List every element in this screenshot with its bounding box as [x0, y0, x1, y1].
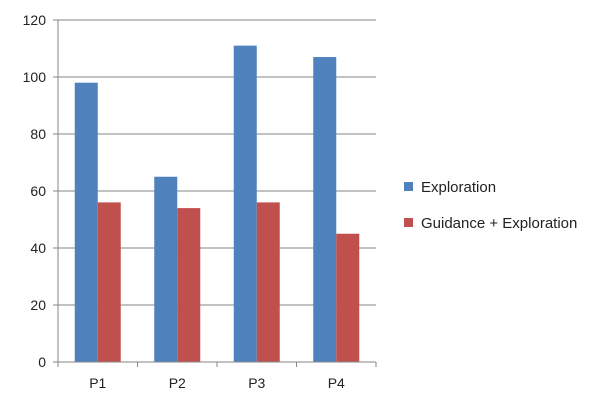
bar-p3-series-1 — [233, 45, 257, 363]
x-tick-label: P1 — [89, 375, 106, 391]
legend-label-1: Exploration — [421, 179, 496, 196]
bar-p4-series-1 — [313, 57, 337, 363]
x-tick-label: P2 — [169, 375, 186, 391]
bar-p2-series-2 — [177, 208, 201, 362]
y-tick-label: 100 — [23, 69, 47, 85]
bar-p1-series-1 — [74, 82, 98, 362]
x-tick-labels: P1 P2 P3 P4 — [89, 375, 345, 391]
y-tick-label: 60 — [30, 183, 46, 199]
y-tick-labels: 0 20 40 60 80 100 120 — [23, 12, 47, 370]
legend-swatch-1 — [404, 182, 413, 191]
bar-p1-series-2 — [97, 202, 121, 362]
y-tick-label: 120 — [23, 12, 47, 28]
legend: Exploration Guidance + Exploration — [404, 179, 577, 232]
x-tick-label: P4 — [328, 375, 345, 391]
axes — [53, 19, 377, 367]
x-tick-label: P3 — [248, 375, 265, 391]
legend-label-2: Guidance + Exploration — [421, 215, 577, 232]
y-tick-label: 80 — [30, 126, 46, 142]
bar-p3-series-2 — [256, 202, 280, 362]
bars — [74, 45, 360, 363]
bar-p4-series-2 — [336, 233, 360, 362]
y-tick-label: 20 — [30, 297, 46, 313]
y-tick-label: 40 — [30, 240, 46, 256]
bar-p2-series-1 — [154, 176, 178, 362]
y-tick-label: 0 — [38, 354, 46, 370]
legend-swatch-2 — [404, 218, 413, 227]
